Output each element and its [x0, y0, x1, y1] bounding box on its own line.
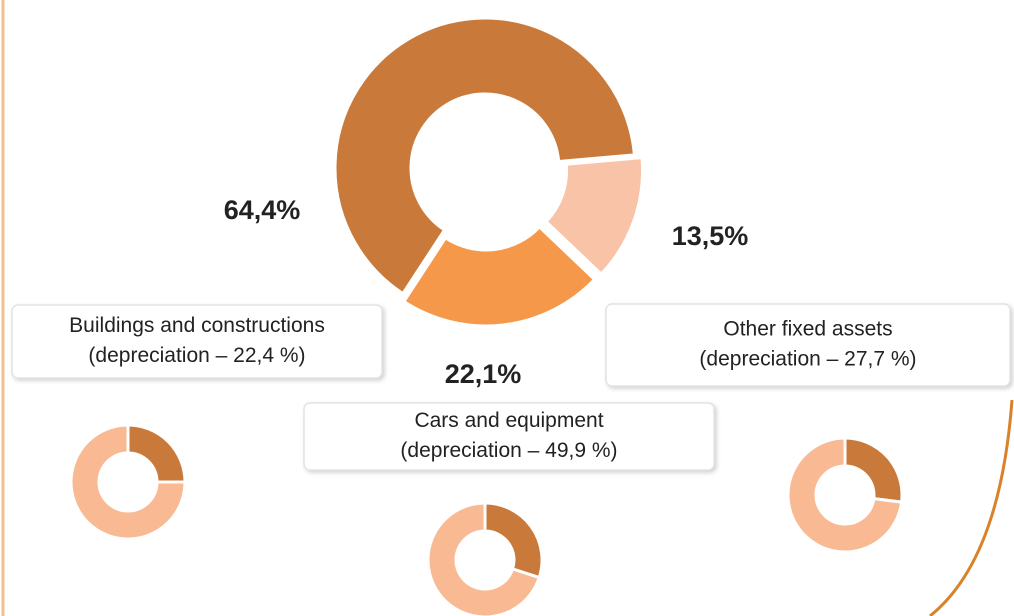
- category-note: (depreciation – 49,9 %): [400, 439, 617, 462]
- value-label: 22,1%: [445, 359, 522, 389]
- donut-slice: [401, 224, 597, 328]
- donut-slice: [544, 155, 645, 277]
- value-label: 64,4%: [224, 195, 301, 225]
- category-box: [303, 402, 715, 471]
- donut-slice: [483, 501, 544, 580]
- value-label: 13,5%: [672, 221, 749, 251]
- donut-slice: [333, 16, 637, 296]
- donut-slice: [426, 501, 542, 616]
- donut-slice: [126, 423, 187, 484]
- category-note: (depreciation – 27,7 %): [699, 348, 916, 371]
- category-label: Cars and equipment: [414, 409, 603, 432]
- donut-slice: [69, 423, 187, 541]
- category-label: Buildings and constructions: [69, 314, 325, 337]
- boxes: Buildings and constructions (depreciation…: [11, 303, 1011, 471]
- frame-curve: [929, 399, 1014, 616]
- category-box: [11, 304, 383, 379]
- category-box: [605, 303, 1011, 387]
- category-label: Other fixed assets: [723, 318, 892, 341]
- donut-slice: [843, 436, 904, 504]
- donut-slice: [786, 436, 904, 554]
- category-note: (depreciation – 22,4 %): [88, 344, 305, 367]
- charts: 64,4% 22,1% 13,5%: [69, 16, 904, 616]
